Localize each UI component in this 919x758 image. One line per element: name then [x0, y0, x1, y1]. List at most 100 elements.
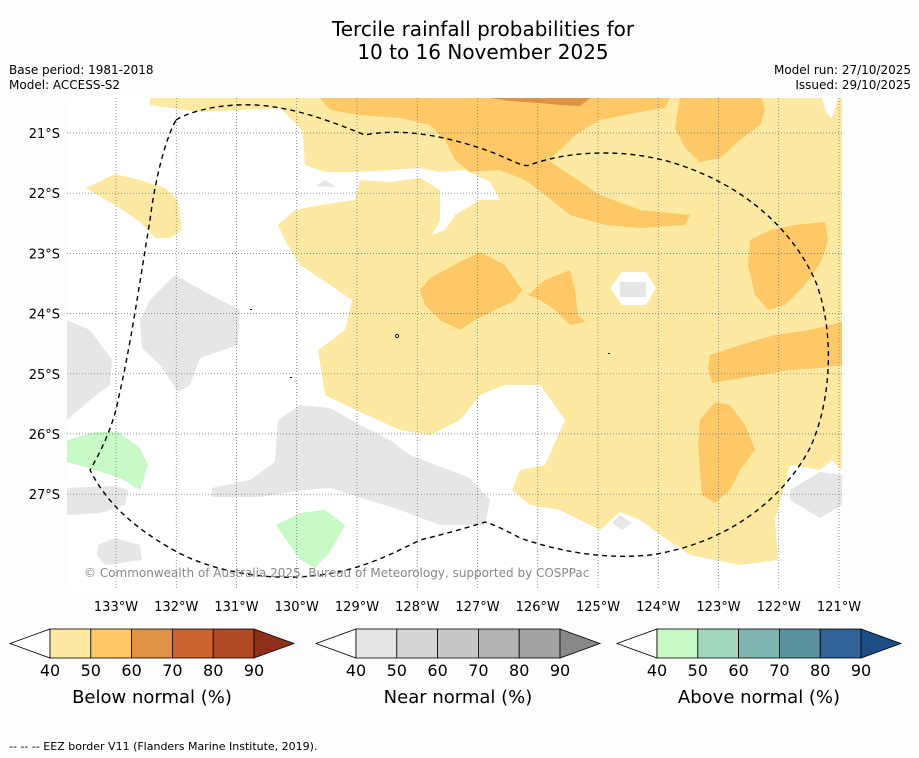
colorbar-tick-label: 60 — [121, 661, 141, 680]
near-normal-patch — [620, 282, 646, 297]
colorbar-segment — [477, 628, 520, 659]
below-normal-50-patch — [675, 98, 765, 162]
near-normal-patch — [140, 275, 240, 392]
colorbar-segment — [90, 628, 133, 659]
colorbar-title: Below normal (%) — [72, 687, 232, 708]
colorbar-tick-label: 90 — [244, 661, 264, 680]
below-normal-40-patch — [86, 174, 182, 238]
colorbar-segment — [131, 628, 173, 659]
colorbar-above: 40 50 60 70 80 90 Above normal (%) — [615, 628, 903, 708]
lon-label: 123°W — [696, 600, 740, 615]
colorbar-segment — [779, 628, 821, 659]
island-marker — [608, 353, 610, 354]
colorbar-tick-label: 80 — [203, 661, 223, 680]
colorbar-tick-label: 40 — [647, 661, 667, 680]
below-normal-50-patch — [698, 402, 755, 503]
below-normal-50-patch — [528, 270, 585, 325]
colorbar-tick-label: 90 — [550, 661, 570, 680]
colorbar-high-extension — [860, 628, 903, 659]
below-normal-60-patch — [490, 98, 590, 106]
eez-border — [89, 104, 830, 578]
chart-title: Tercile rainfall probabilities for 10 to… — [0, 18, 919, 64]
metadata-right: Model run: 27/10/2025 Issued: 29/10/2025 — [774, 63, 911, 93]
colorbars: 40 50 60 70 80 90 Below normal (%) 40 50 60 70 80 90… — [8, 628, 903, 708]
issued-date: Issued: 29/10/2025 — [795, 78, 911, 92]
colorbar-segment — [171, 628, 214, 659]
lon-label: 126°W — [516, 600, 560, 615]
near-normal-patch — [790, 472, 842, 518]
colorbar-tick-label: 90 — [851, 661, 871, 680]
colorbar-segment — [437, 628, 479, 659]
near-normal-patch — [67, 320, 112, 420]
colorbar-segment — [518, 628, 561, 659]
lon-label: 132°W — [154, 600, 198, 615]
island-markers — [250, 309, 610, 378]
copyright-text: © Commonwealth of Australia 2025, Bureau… — [84, 566, 589, 580]
title-line-2: 10 to 16 November 2025 — [357, 40, 609, 64]
island-marker — [250, 309, 252, 310]
island-marker — [394, 333, 399, 338]
colorbar-segment — [656, 628, 699, 659]
lon-label: 128°W — [395, 600, 439, 615]
above-normal-patch — [67, 432, 148, 490]
near-normal-patch — [67, 486, 128, 515]
colorbar-below: 40 50 60 70 80 90 Below normal (%) — [8, 628, 296, 708]
colorbar-tick-label: 50 — [688, 661, 708, 680]
colorbar-tick-label: 40 — [346, 661, 366, 680]
lat-label: 26°S — [29, 428, 60, 443]
colorbar-tick-label: 40 — [40, 661, 60, 680]
lat-label: 25°S — [29, 368, 60, 383]
colorbar-segment — [355, 628, 398, 659]
colorbar-low-extension — [615, 628, 658, 659]
latitude-labels: 21°S 22°S 23°S 24°S 25°S 26°S 27°S — [29, 127, 60, 503]
colorbar-title: Above normal (%) — [678, 687, 840, 708]
near-normal-patch — [97, 538, 142, 565]
island-marker — [290, 377, 292, 378]
colorbar-segment — [738, 628, 780, 659]
below-normal-50-patch — [420, 252, 522, 330]
colorbar-tick-label: 60 — [427, 661, 447, 680]
colorbar-segment — [819, 628, 862, 659]
below-normal-50-patch — [320, 98, 690, 228]
near-normal-patch — [316, 180, 336, 187]
lon-label: 125°W — [576, 600, 620, 615]
colorbar-tick-label: 70 — [468, 661, 488, 680]
lon-label: 121°W — [817, 600, 861, 615]
lat-label: 21°S — [29, 127, 60, 142]
colorbar-tick-label: 80 — [810, 661, 830, 680]
above-normal-regions — [67, 432, 345, 568]
colorbar-tick-label: 50 — [387, 661, 407, 680]
colorbar-tick-label: 80 — [509, 661, 529, 680]
colorbar-tick-label: 70 — [162, 661, 182, 680]
lat-label: 24°S — [29, 308, 60, 323]
colorbar-title: Near normal (%) — [384, 687, 533, 708]
lat-label: 22°S — [29, 187, 60, 202]
model-run: Model run: 27/10/2025 — [773, 63, 911, 77]
colorbar-tick-label: 60 — [728, 661, 748, 680]
model-name: Model: ACCESS-S2 — [9, 78, 121, 92]
below-normal-50-patch — [748, 222, 828, 310]
lon-label: 122°W — [757, 600, 801, 615]
metadata-left: Base period: 1981-2018 Model: ACCESS-S2 — [9, 63, 154, 93]
below-normal-50-regions — [320, 98, 842, 503]
lon-label: 127°W — [455, 600, 499, 615]
lon-label: 131°W — [214, 600, 258, 615]
colorbar-segment — [396, 628, 438, 659]
lon-label: 129°W — [335, 600, 379, 615]
colorbar-segment — [697, 628, 739, 659]
near-normal-patch — [212, 405, 490, 525]
lat-label: 27°S — [29, 488, 60, 503]
longitude-labels: 133°W 132°W 131°W 130°W 129°W 128°W 127°W 126°W… — [94, 600, 861, 615]
title-line-1: Tercile rainfall probabilities for — [331, 17, 635, 41]
lon-label: 130°W — [275, 600, 319, 615]
colorbar-segment — [212, 628, 255, 659]
map-area[interactable]: © Commonwealth of Australia 2025, Bureau… — [67, 98, 842, 590]
graticule — [67, 98, 842, 590]
colorbar-tick-label: 50 — [81, 661, 101, 680]
near-normal-patch — [612, 515, 632, 530]
lon-label: 124°W — [636, 600, 680, 615]
near-normal-regions — [67, 180, 842, 565]
colorbar-low-extension — [314, 628, 357, 659]
lat-label: 23°S — [29, 247, 60, 262]
